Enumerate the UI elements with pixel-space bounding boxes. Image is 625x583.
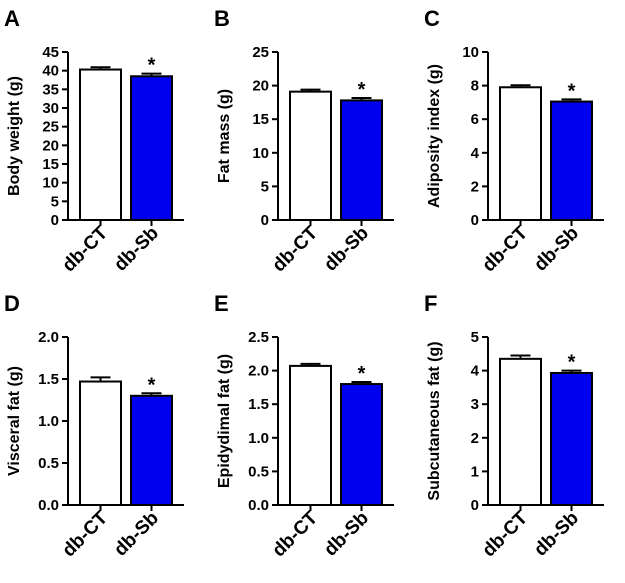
bar-db-sb [340,383,383,507]
y-tick-label: 0 [471,212,479,229]
y-axis-title: Fat mass (g) [216,89,233,183]
y-tick-label: 30 [42,100,59,117]
bar-db-sb [130,75,173,222]
panel-letter: F [424,291,437,316]
y-tick-label: 5 [261,178,269,195]
y-tick-label: 0 [471,497,479,514]
category-label: db-Sb [530,508,583,561]
y-tick-label: 35 [42,81,59,98]
y-tick-label: 1.5 [248,396,269,413]
y-tick-label: 3 [471,396,479,413]
panel-letter: A [4,6,20,31]
y-tick-label: 25 [252,44,269,61]
bar-db-sb [130,394,173,506]
significance-marker: * [568,80,576,102]
bar-db-ct [79,380,122,506]
y-tick-label: 5 [51,193,59,210]
panel-e: E 0.0 0.5 1.0 1.5 2.0 2.5 Epidydimal fat (g) db-… [214,291,394,561]
bar-db-ct [499,357,542,506]
category-label: db-CT [478,222,532,276]
y-axis-title: Body weight (g) [6,76,23,196]
y-tick-label: 4 [471,363,480,380]
category-label: db-CT [58,222,112,276]
panel-f: F 0 1 2 3 4 5 Subcutaneous fat (g) db-CT * db-Sb [424,291,604,561]
bar-db-sb [340,99,383,221]
y-tick-label: 15 [252,111,269,128]
y-tick-label: 40 [42,63,59,80]
y-tick-label: 6 [471,111,479,128]
y-tick-label: 45 [42,44,59,61]
category-label: db-CT [268,507,322,561]
panel-letter: C [424,6,440,31]
y-tick-label: 1.0 [248,430,269,447]
significance-marker: * [148,374,156,396]
panel-b: B 0 5 10 15 20 25 Fat mass (g) db-CT * db-Sb [214,6,394,276]
category-label: db-Sb [530,223,583,276]
y-tick-label: 15 [42,156,59,173]
panel-letter: B [214,6,230,31]
y-tick-label: 10 [252,145,269,162]
y-tick-label: 20 [252,78,269,95]
y-tick-label: 2.5 [248,329,269,346]
bar-db-ct [499,86,542,221]
y-tick-label: 2.0 [38,329,59,346]
y-tick-label: 25 [42,119,59,136]
y-tick-label: 1 [471,463,479,480]
y-tick-label: 2 [471,430,479,447]
bar-db-sb [550,100,593,221]
y-tick-label: 0.0 [38,497,59,514]
y-tick-label: 8 [471,78,479,95]
y-axis-title: Epidydimal fat (g) [216,354,233,488]
y-tick-label: 20 [42,137,59,154]
y-tick-label: 0.0 [248,497,269,514]
category-label: db-CT [58,507,112,561]
bar-db-ct [289,364,332,506]
bar-db-ct [79,68,122,222]
y-tick-label: 10 [462,44,479,61]
y-tick-label: 0.5 [38,455,59,472]
y-tick-label: 5 [471,329,479,346]
y-tick-label: 1.5 [38,371,59,388]
y-tick-label: 4 [471,145,480,162]
panel-letter: D [4,291,20,316]
y-axis-title: Adiposity index (g) [426,64,443,208]
panel-c: C 0 2 4 6 8 10 Adiposity index (g) db-CT * db-Sb [424,6,604,276]
panel-d: D 0.0 0.5 1.0 1.5 2.0 Visceral fat (g) db-CT * db… [4,291,184,561]
y-tick-label: 2.0 [248,363,269,380]
category-label: db-CT [478,507,532,561]
bar-db-ct [289,90,332,222]
y-tick-label: 0.5 [248,463,269,480]
significance-marker: * [148,55,156,77]
significance-marker: * [568,352,576,374]
y-tick-label: 2 [471,178,479,195]
category-label: db-Sb [110,508,163,561]
y-tick-label: 1.0 [38,413,59,430]
significance-marker: * [358,79,366,101]
category-label: db-CT [268,222,322,276]
y-tick-label: 10 [42,175,59,192]
category-label: db-Sb [320,223,373,276]
category-label: db-Sb [110,223,163,276]
y-tick-label: 0 [51,212,59,229]
bar-db-sb [550,371,593,506]
category-label: db-Sb [320,508,373,561]
y-axis-title: Subcutaneous fat (g) [426,341,443,500]
y-tick-label: 0 [261,212,269,229]
y-axis-title: Visceral fat (g) [6,366,23,476]
panel-letter: E [214,291,229,316]
significance-marker: * [358,363,366,385]
